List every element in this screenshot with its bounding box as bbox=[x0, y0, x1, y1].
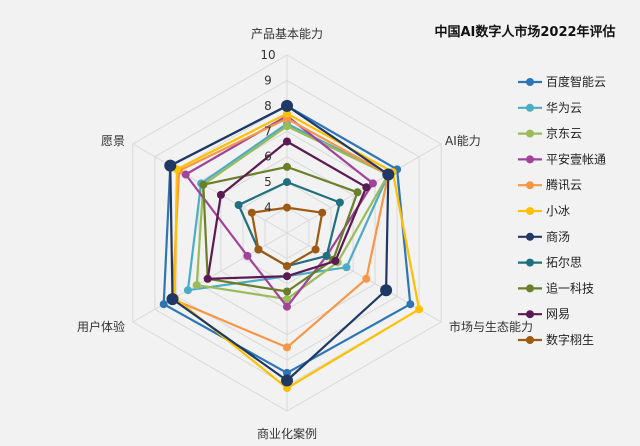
axis-label: 商业化案例 bbox=[257, 426, 317, 441]
data-point bbox=[283, 343, 291, 352]
data-point bbox=[283, 295, 291, 304]
data-point bbox=[254, 245, 263, 254]
legend-label: 数字栩生 bbox=[546, 332, 594, 347]
legend-item: 拓尔思 bbox=[518, 255, 582, 270]
legend-swatch-marker bbox=[526, 155, 534, 164]
axis-label: 用户体验 bbox=[77, 319, 125, 334]
data-point bbox=[216, 190, 225, 199]
legend-item: 商汤 bbox=[518, 229, 570, 244]
data-point bbox=[318, 208, 327, 217]
data-point bbox=[322, 251, 331, 260]
series-layer bbox=[159, 99, 424, 393]
data-point bbox=[362, 183, 371, 192]
legend-swatch-marker bbox=[526, 103, 534, 112]
legend-label: 百度智能云 bbox=[546, 74, 606, 89]
legend-item: 百度智能云 bbox=[518, 74, 606, 89]
legend-swatch-marker bbox=[526, 284, 534, 293]
legend-swatch-marker bbox=[526, 207, 534, 215]
data-point bbox=[181, 170, 190, 179]
data-point bbox=[335, 198, 344, 207]
data-point bbox=[281, 374, 293, 387]
data-point bbox=[166, 293, 179, 306]
tick-label: 4 bbox=[264, 201, 272, 215]
data-point bbox=[192, 281, 201, 290]
data-point bbox=[353, 188, 362, 197]
chart-title: 中国AI数字人市场2022年评估 bbox=[434, 24, 615, 40]
series-5 bbox=[170, 109, 424, 393]
data-point bbox=[283, 287, 291, 296]
legend-item: 腾讯云 bbox=[518, 177, 582, 192]
legend-item: 网易 bbox=[518, 307, 570, 321]
data-point bbox=[243, 251, 252, 260]
tick-label: 8 bbox=[264, 99, 272, 113]
legend-swatch-marker bbox=[526, 78, 534, 86]
axis-label: AI能力 bbox=[445, 134, 481, 148]
legend-label: 京东云 bbox=[546, 127, 582, 141]
data-point bbox=[203, 274, 212, 283]
legend-swatch-marker bbox=[526, 258, 534, 267]
data-point bbox=[283, 302, 291, 311]
data-point bbox=[281, 99, 293, 112]
axis-label: 产品基本能力 bbox=[251, 27, 323, 41]
legend-label: 小冰 bbox=[546, 204, 570, 218]
legend-swatch-marker bbox=[526, 129, 534, 138]
legend-swatch-marker bbox=[526, 232, 534, 241]
legend-label: 平安壹帐通 bbox=[546, 151, 606, 166]
legend-label: 腾讯云 bbox=[546, 177, 582, 192]
data-point bbox=[331, 257, 340, 265]
legend-item: 小冰 bbox=[518, 204, 570, 218]
series-9 bbox=[203, 137, 371, 283]
data-point bbox=[415, 305, 424, 314]
legend-swatch-marker bbox=[526, 336, 534, 344]
data-point bbox=[283, 122, 291, 131]
legend-swatch-marker bbox=[526, 181, 534, 190]
legend-label: 拓尔思 bbox=[546, 255, 582, 270]
data-point bbox=[406, 300, 415, 309]
data-point bbox=[382, 168, 395, 181]
data-point bbox=[283, 203, 291, 212]
data-point bbox=[368, 179, 377, 188]
legend-swatch-marker bbox=[526, 310, 534, 319]
data-point bbox=[283, 178, 291, 187]
legend-item: 华为云 bbox=[518, 101, 582, 115]
legend-item: 京东云 bbox=[518, 127, 582, 141]
tick-label: 6 bbox=[264, 150, 272, 164]
series-10 bbox=[247, 203, 327, 271]
data-point bbox=[342, 263, 351, 272]
data-point bbox=[380, 284, 393, 297]
legend-label: 网易 bbox=[546, 307, 570, 321]
tick-label: 7 bbox=[264, 124, 272, 138]
tick-label: 9 bbox=[264, 73, 272, 87]
tick-labels: 4 5 6 7 8 9 10 bbox=[260, 48, 275, 215]
legend-item: 数字栩生 bbox=[518, 332, 594, 347]
legend-label: 华为云 bbox=[546, 101, 582, 115]
legend-item: 平安壹帐通 bbox=[518, 151, 606, 166]
legend-label: 商汤 bbox=[546, 229, 570, 244]
data-point bbox=[199, 180, 208, 189]
data-point bbox=[234, 201, 243, 209]
data-point bbox=[283, 162, 291, 171]
data-point bbox=[283, 272, 291, 281]
series-6 bbox=[164, 99, 395, 387]
data-point bbox=[283, 137, 291, 146]
tick-label: 5 bbox=[264, 175, 272, 189]
data-point bbox=[183, 286, 192, 295]
data-point bbox=[311, 245, 320, 254]
data-point bbox=[164, 159, 177, 172]
grid-spoke-5 bbox=[132, 143, 288, 234]
data-point bbox=[283, 262, 291, 271]
data-point bbox=[159, 300, 168, 309]
axis-label: 市场与生态能力 bbox=[449, 319, 533, 334]
legend-item: 追一科技 bbox=[518, 280, 594, 295]
data-point bbox=[247, 208, 256, 217]
tick-label: 10 bbox=[260, 48, 275, 62]
axis-label: 愿景 bbox=[101, 134, 125, 148]
data-point bbox=[362, 274, 371, 283]
legend-label: 追一科技 bbox=[546, 280, 594, 295]
